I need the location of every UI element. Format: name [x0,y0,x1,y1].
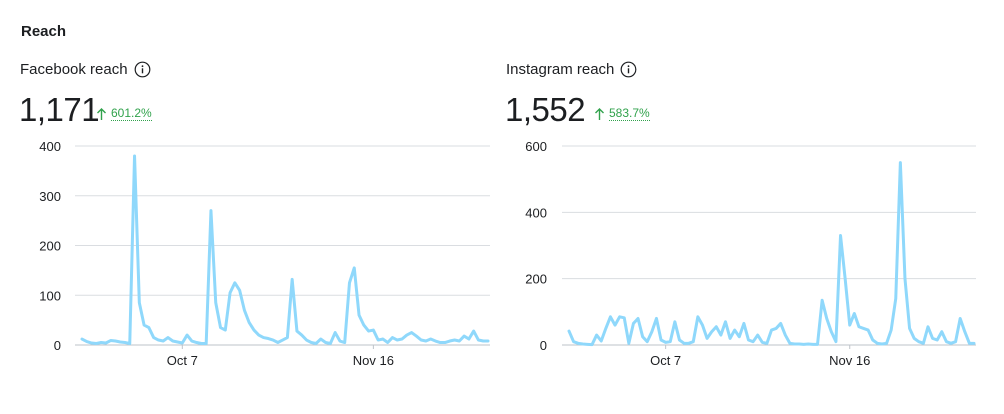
instagram-reach-series-line[interactable] [567,161,976,347]
y-tick-label: 300 [39,189,61,204]
facebook-reach-chart: 400 300 200 100 0 Oct 7 Nov 16 [39,139,490,368]
arrow-up-icon [595,107,604,120]
x-tick-label: Oct 7 [167,353,198,368]
facebook-reach-series-line[interactable] [80,154,490,346]
arrow-up-icon [97,107,106,120]
y-tick-label: 0 [54,338,61,353]
x-tick-label: Oct 7 [650,353,681,368]
y-tick-label: 400 [39,139,61,154]
y-tick-label: 200 [525,272,547,287]
instagram-reach-delta: 583.7% [594,107,650,121]
facebook-reach-title: Facebook reach [20,61,128,78]
y-tick-label: 600 [525,139,547,154]
facebook-reach-header: Facebook reach [20,61,151,78]
instagram-reach-chart: 600 400 200 0 Oct 7 Nov 16 [525,139,976,368]
y-tick-label: 400 [525,205,547,220]
instagram-reach-header: Instagram reach [506,61,637,78]
x-tick-label: Nov 16 [829,353,870,368]
instagram-reach-title: Instagram reach [506,61,615,78]
facebook-reach-value: 1,171 [19,91,100,128]
section-title: Reach [21,23,67,40]
info-circle-icon[interactable] [620,61,637,78]
x-tick-label: Nov 16 [353,353,394,368]
facebook-reach-panel: Facebook reach 1,171 601.2% 400 300 200 100… [0,0,490,414]
facebook-reach-delta: 601.2% [96,107,152,121]
y-tick-label: 200 [39,239,61,254]
facebook-reach-delta-percent[interactable]: 601.2% [111,106,152,121]
y-tick-label: 100 [39,288,61,303]
instagram-reach-delta-percent[interactable]: 583.7% [609,106,650,121]
y-tick-label: 0 [540,338,547,353]
info-circle-icon[interactable] [134,61,151,78]
instagram-reach-value: 1,552 [505,91,586,128]
instagram-reach-panel: Instagram reach 1,552 583.7% 600 400 200 0 O… [486,0,976,414]
